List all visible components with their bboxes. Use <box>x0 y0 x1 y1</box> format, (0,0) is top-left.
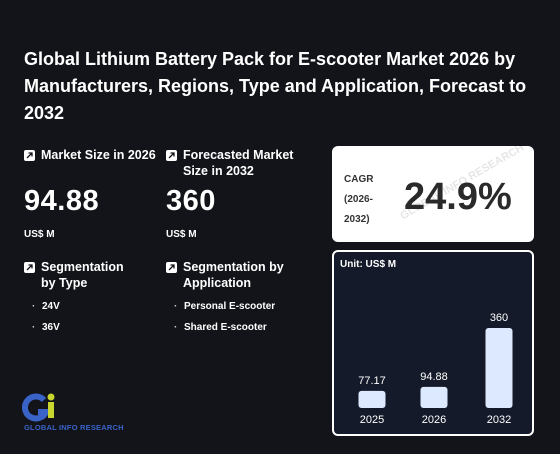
data-label-2032: 360 <box>490 312 508 324</box>
data-label-2026: 94.88 <box>420 371 448 383</box>
bar-2025 <box>358 390 386 408</box>
segmentation-application-label: Segmentation by Application <box>183 260 284 290</box>
tick-label-2032: 2032 <box>487 414 511 426</box>
logo: GLOBAL INFO RESEARCH <box>21 392 142 437</box>
chart-unit-label: Unit: US$ M <box>340 259 397 270</box>
list-item: · Personal E-scooter <box>174 301 276 312</box>
list-item: · 36V <box>32 322 60 333</box>
data-label-2025: 77.17 <box>358 375 386 387</box>
market-size-label: Market Size in 2026 <box>41 148 156 162</box>
application-list: · Personal E-scooter · Shared E-scooter <box>174 300 275 342</box>
page-title: Global Lithium Battery Pack for E-scoote… <box>24 49 527 123</box>
tick-label-2025: 2025 <box>360 414 384 426</box>
cagr-card: GLOBAL INFO RESEARCH CAGR (2026-2032) 24… <box>332 142 534 242</box>
bar-chart: 77.17 2025 94.88 2026 360 2032 <box>358 312 513 426</box>
forecast-label: Forecasted Market Size in 2032 <box>183 148 294 178</box>
market-size-value: 94.88 <box>24 185 100 217</box>
forecast-value: 360 <box>166 185 216 217</box>
segmentation-type-label: Segmentation by Type <box>41 260 124 290</box>
bar-chart-card: Unit: US$ M 77.17 2025 94.88 2026 360 2032 <box>332 250 534 436</box>
segmentation-type-block: Segmentation by Type · 24V · 36V <box>24 259 164 339</box>
list-item: · 24V <box>32 301 60 312</box>
market-size-block: Market Size in 2026 94.88 US$ M <box>24 147 164 247</box>
cagr-label: CAGR (2026-2032) <box>344 174 374 225</box>
arrow-up-right-icon <box>24 262 35 273</box>
segmentation-application-block: Segmentation by Application · Personal E-… <box>166 259 316 339</box>
type-list: · 24V · 36V <box>32 300 60 342</box>
forecast-block: Forecasted Market Size in 2032 360 US$ M <box>166 147 316 247</box>
forecast-unit: US$ M <box>166 229 197 240</box>
cagr-value: 24.9% <box>404 176 512 218</box>
arrow-up-right-icon <box>166 262 177 273</box>
arrow-up-right-icon <box>24 150 35 161</box>
logo-mark-icon <box>21 393 55 422</box>
bar-2032 <box>485 328 513 408</box>
bar-2026 <box>420 386 448 408</box>
market-size-unit: US$ M <box>24 229 55 240</box>
logo-text: GLOBAL INFO RESEARCH <box>24 423 124 432</box>
arrow-up-right-icon <box>166 150 177 161</box>
tick-label-2026: 2026 <box>422 414 446 426</box>
list-item: · Shared E-scooter <box>174 322 267 333</box>
